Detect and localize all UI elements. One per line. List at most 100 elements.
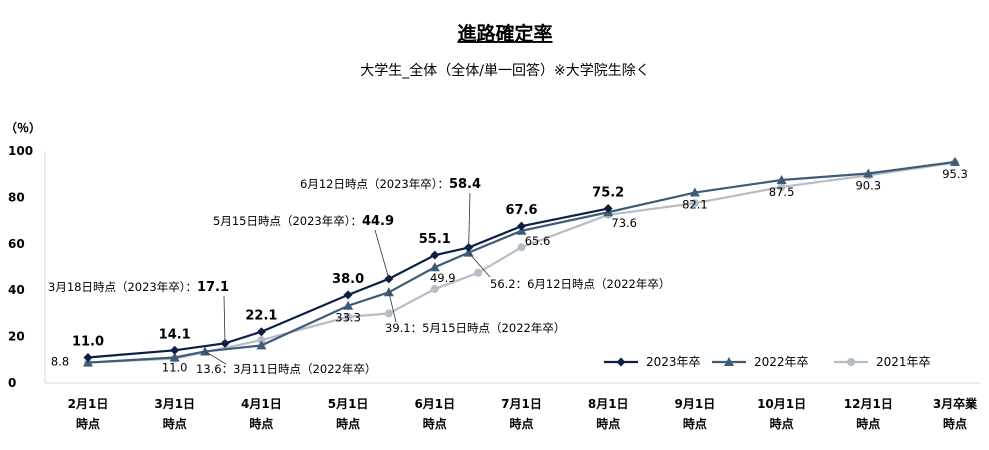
diamond-marker	[256, 327, 266, 337]
x-tick-label-line2: 時点	[509, 416, 533, 431]
x-tick-label: 10月1日	[757, 397, 806, 411]
circle-marker	[257, 336, 266, 345]
y-axis-unit: （％）	[5, 120, 41, 135]
triangle-marker	[343, 300, 354, 310]
annotation-value: 58.4	[449, 177, 481, 192]
x-tick-label-line2: 時点	[856, 416, 880, 431]
circle-marker	[344, 312, 353, 321]
circle-marker	[847, 358, 855, 366]
diamond-marker	[517, 221, 526, 231]
x-tick-label-line2: 時点	[76, 416, 100, 431]
triangle-marker	[83, 357, 93, 367]
x-tick-label: 12月1日	[844, 397, 893, 411]
annotation-leader	[204, 351, 227, 365]
x-tick-label-line2: 時点	[336, 416, 360, 431]
diamond-marker	[83, 352, 93, 362]
annotation: 3月18日時点（2023年卒）：17.1	[48, 280, 229, 295]
annotation-text: 56.2：6月12日時点（2022年卒）	[490, 277, 670, 291]
diamond-marker	[616, 357, 626, 367]
y-tick-label: 100	[8, 144, 33, 158]
y-tick-label: 0	[8, 376, 16, 390]
data-label: 82.1	[682, 198, 708, 212]
data-label-2023: 11.0	[72, 334, 104, 349]
diamond-marker	[343, 290, 353, 300]
diamond-marker	[170, 345, 180, 355]
circle-marker	[690, 199, 699, 208]
series-lines	[83, 156, 960, 367]
data-label-2023: 75.2	[592, 186, 624, 201]
annotation-text: 13.6：3月11日時点（2022年卒）	[196, 362, 376, 376]
chart-subtitle: 大学生_全体（全体/単一回答）※大学院生除く	[360, 62, 649, 79]
triangle-marker	[256, 340, 267, 350]
circle-marker	[517, 243, 526, 252]
annotation: 56.2：6月12日時点（2022年卒）	[490, 277, 670, 291]
data-label: 65.6	[525, 234, 551, 248]
x-tick-label-line2: 時点	[943, 416, 967, 431]
triangle-marker	[463, 247, 474, 257]
x-tick-label-line2: 時点	[683, 416, 707, 431]
annotation-text: 3月18日時点（2023年卒）：	[48, 280, 197, 294]
x-tick-label: 3月卒業	[933, 396, 978, 411]
circle-marker	[384, 309, 393, 318]
x-tick-label-line2: 時点	[770, 416, 794, 431]
triangle-marker	[724, 357, 734, 366]
circle-marker	[430, 285, 439, 294]
annotation-leader	[223, 295, 226, 344]
y-tick-label: 80	[8, 190, 25, 204]
series-line	[87, 160, 956, 364]
data-label: 49.9	[430, 271, 456, 285]
data-label-2023: 55.1	[419, 232, 451, 247]
data-label: 8.8	[51, 355, 69, 369]
triangle-marker	[950, 156, 960, 166]
annotation-leader	[468, 252, 491, 278]
circle-marker	[474, 268, 483, 277]
x-tick-label: 3月1日	[154, 397, 195, 411]
data-label-2023: 14.1	[159, 327, 191, 342]
x-tick-label: 5月1日	[328, 397, 369, 411]
legend-label: 2023年卒	[646, 355, 701, 369]
triangle-marker	[776, 175, 787, 184]
circle-marker	[777, 182, 786, 191]
annotation-value: 44.9	[362, 214, 394, 229]
annotation: 5月15日時点（2023年卒）：44.9	[213, 214, 394, 229]
annotation-leader	[388, 292, 397, 323]
data-label: 33.3	[335, 311, 361, 325]
legend: 2023年卒 2022年卒 2021年卒	[604, 355, 931, 369]
annotation-text: 5月15日時点（2023年卒）：	[213, 214, 362, 228]
annotation: 39.1：5月15日時点（2022年卒）	[385, 321, 565, 335]
annotation-text: 39.1：5月15日時点（2022年卒）	[385, 321, 565, 335]
data-label: 90.3	[855, 179, 881, 193]
y-tick-label: 40	[8, 283, 25, 297]
x-tick-label: 7月1日	[501, 397, 542, 411]
diamond-marker	[430, 250, 440, 260]
triangle-marker	[429, 262, 440, 272]
annotation-value: 17.1	[197, 280, 229, 295]
triangle-marker	[169, 352, 180, 362]
legend-label: 2021年卒	[876, 355, 931, 369]
series-line	[87, 207, 609, 359]
annotation: 6月12日時点（2023年卒）：58.4	[300, 177, 481, 192]
x-tick-label-line2: 時点	[163, 416, 187, 431]
annotation-text: 6月12日時点（2023年卒）：	[300, 177, 449, 191]
x-tick-label-line2: 時点	[423, 416, 447, 431]
triangle-marker	[689, 187, 700, 197]
data-label: 87.5	[769, 185, 795, 199]
data-label-2023: 67.6	[505, 203, 537, 218]
diamond-marker	[603, 204, 613, 214]
chart-title: 進路確定率	[457, 22, 552, 45]
y-tick-label: 20	[8, 330, 25, 344]
data-label-2023: 38.0	[332, 272, 364, 287]
x-tick-label-line2: 時点	[249, 416, 273, 431]
data-label-2023: 22.1	[245, 309, 277, 324]
annotation-leader	[468, 192, 471, 248]
triangle-marker	[863, 168, 874, 178]
y-tick-label: 60	[8, 237, 25, 251]
data-label: 95.3	[942, 167, 968, 181]
data-label: 73.6	[611, 216, 637, 230]
legend-label: 2022年卒	[754, 355, 809, 369]
data-label: 11.0	[162, 360, 188, 374]
x-tick-label-line2: 時点	[596, 416, 620, 431]
x-tick-label: 2月1日	[68, 397, 109, 411]
